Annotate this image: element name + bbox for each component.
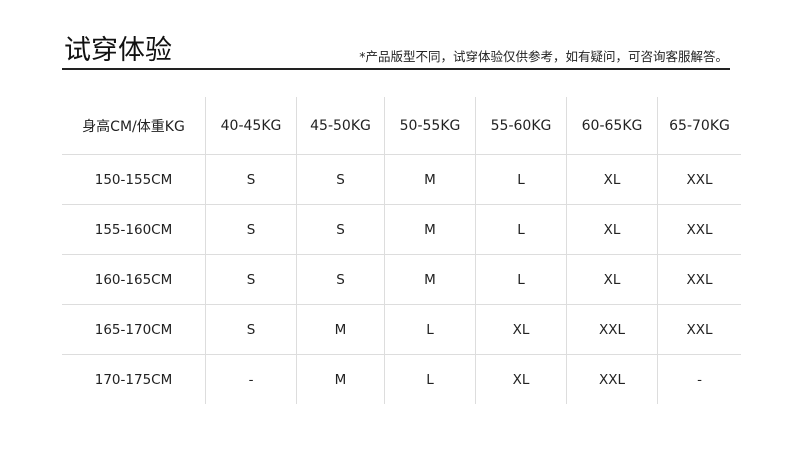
size-cell: XL [566,204,658,255]
size-cell: M [384,254,476,305]
size-cell: L [384,354,476,404]
table-row: 150-155CM S S M L XL XXL [62,154,741,205]
divider [62,68,730,70]
height-cell: 160-165CM [62,254,206,305]
size-cell: XXL [657,204,741,255]
column-header: 55-60KG [475,97,567,155]
disclaimer-note: *产品版型不同，试穿体验仅供参考，如有疑问，可咨询客服解答。 [359,49,728,64]
column-header: 身高CM/体重KG [62,97,206,155]
size-chart-table: 身高CM/体重KG 40-45KG 45-50KG 50-55KG 55-60KG 60-… [62,97,741,404]
size-cell: S [205,254,297,305]
size-cell: S [205,204,297,255]
size-cell: S [296,154,385,205]
table-row: 165-170CM S M L XL XXL XXL [62,304,741,355]
size-cell: - [205,354,297,404]
column-header: 50-55KG [384,97,476,155]
size-cell: S [205,304,297,355]
header-row: 身高CM/体重KG 40-45KG 45-50KG 50-55KG 55-60KG 60-… [62,97,741,155]
size-cell: XXL [566,304,658,355]
size-cell: M [296,304,385,355]
size-cell: L [475,254,567,305]
table-row: 160-165CM S S M L XL XXL [62,254,741,305]
size-cell: XXL [657,304,741,355]
height-cell: 170-175CM [94,371,173,388]
height-cell: 165-170CM [62,304,206,355]
size-cell: S [205,154,297,205]
height-cell: 155-160CM [62,204,206,255]
table-row: 155-160CM S S M L XL XXL [62,204,741,255]
size-cell: - [657,354,741,404]
size-cell: XL [566,154,658,205]
column-header: 65-70KG [657,97,741,155]
column-header: 60-65KG [566,97,658,155]
size-cell: XXL [566,354,658,404]
column-header: 40-45KG [205,97,297,155]
column-header: 45-50KG [296,97,385,155]
size-cell: S [296,204,385,255]
size-cell: XL [475,354,567,404]
size-cell: M [296,354,385,404]
size-cell: XXL [657,254,741,305]
page-title: 试穿体验 [64,35,172,66]
size-cell: S [296,254,385,305]
height-cell: 150-155CM [62,154,206,205]
size-cell: XL [566,254,658,305]
size-cell: L [475,154,567,205]
size-cell: XXL [657,154,741,205]
size-cell: L [475,204,567,255]
size-cell: L [384,304,476,355]
size-cell: M [384,154,476,205]
size-cell: XL [475,304,567,355]
size-cell: M [384,204,476,255]
table-row: 170-175CM - M L XL XXL - [62,354,741,404]
